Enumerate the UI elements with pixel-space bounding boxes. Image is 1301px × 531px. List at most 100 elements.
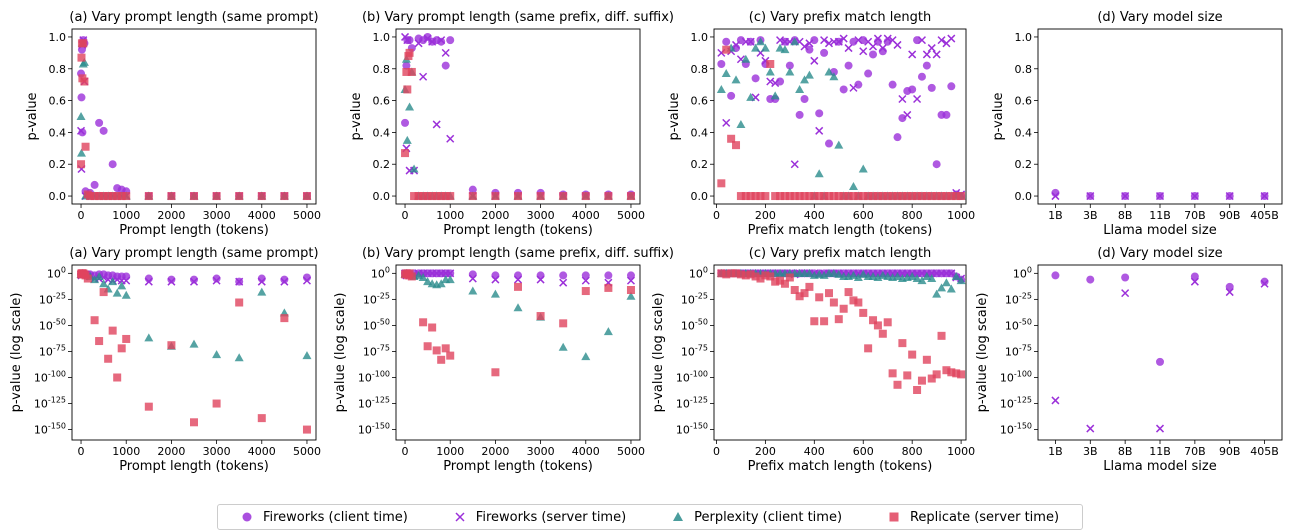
data-point bbox=[766, 77, 775, 86]
data-point bbox=[922, 271, 932, 280]
data-point bbox=[446, 36, 455, 45]
data-point bbox=[468, 274, 477, 283]
y-tick-label: 1.0 bbox=[691, 31, 709, 44]
data-point bbox=[927, 192, 936, 201]
data-point bbox=[99, 288, 108, 297]
data-point bbox=[770, 91, 780, 100]
x-tick-label: 1000 bbox=[947, 445, 975, 458]
x-tick-label: 0 bbox=[713, 445, 720, 458]
data-point bbox=[854, 192, 863, 201]
y-tick-label: 10-150 bbox=[358, 422, 390, 437]
x-tick-label: 405B bbox=[1250, 445, 1279, 458]
data-point bbox=[581, 287, 590, 296]
data-point bbox=[99, 192, 108, 201]
data-point bbox=[1190, 277, 1199, 286]
y-tick-label: 0.8 bbox=[373, 63, 391, 76]
legend-item-fireworks-server: Fireworks (server time) bbox=[454, 510, 626, 525]
data-point bbox=[829, 298, 838, 307]
data-point bbox=[800, 42, 809, 51]
x-tick-label: 2000 bbox=[157, 209, 185, 222]
data-point bbox=[90, 192, 99, 201]
data-point bbox=[868, 42, 878, 51]
data-point bbox=[927, 374, 936, 383]
data-point bbox=[771, 277, 780, 286]
data-point bbox=[937, 36, 946, 45]
data-point bbox=[86, 192, 95, 201]
data-point bbox=[810, 36, 819, 45]
data-point bbox=[108, 326, 117, 335]
data-point bbox=[1260, 279, 1269, 288]
y-axis-label: p-value (log scale) bbox=[9, 293, 24, 413]
data-point bbox=[95, 192, 104, 201]
data-point bbox=[893, 40, 902, 49]
data-point bbox=[122, 276, 131, 285]
data-point bbox=[937, 331, 946, 340]
data-point bbox=[190, 275, 198, 284]
subplot-title: (b) Vary prompt length (same prefix, dif… bbox=[362, 10, 674, 25]
data-point bbox=[1086, 192, 1095, 201]
x-tick-label: 4000 bbox=[572, 209, 600, 222]
data-point bbox=[536, 312, 545, 321]
data-point bbox=[805, 39, 814, 48]
data-point bbox=[536, 192, 545, 201]
data-point bbox=[559, 271, 568, 280]
x-tick-label: 2000 bbox=[481, 209, 509, 222]
data-point bbox=[1260, 277, 1269, 286]
data-point bbox=[446, 192, 455, 201]
y-tick-label: 10-100 bbox=[34, 370, 66, 385]
data-point bbox=[888, 80, 897, 89]
x-tick-label: 0 bbox=[78, 209, 85, 222]
data-point bbox=[751, 272, 760, 281]
data-point bbox=[536, 271, 545, 280]
data-point bbox=[167, 341, 176, 350]
data-point bbox=[741, 192, 750, 201]
y-tick-label: 100 bbox=[1013, 265, 1032, 280]
y-tick-label: 0.4 bbox=[49, 126, 67, 139]
data-point bbox=[235, 277, 244, 286]
data-point bbox=[1051, 271, 1060, 280]
data-point bbox=[190, 418, 198, 427]
y-axis-label: p-value bbox=[349, 92, 364, 140]
x-tick-label: 0 bbox=[713, 209, 720, 222]
data-point bbox=[280, 277, 289, 286]
data-point bbox=[873, 321, 882, 330]
data-point bbox=[780, 45, 790, 54]
data-point bbox=[805, 192, 814, 201]
data-point bbox=[942, 110, 951, 119]
data-point bbox=[144, 333, 154, 342]
x-tick-label: 8B bbox=[1118, 209, 1133, 222]
data-point bbox=[423, 34, 432, 43]
data-point bbox=[1086, 424, 1095, 433]
data-point bbox=[80, 77, 89, 86]
x-tick-label: 1000 bbox=[112, 445, 140, 458]
x-tick-label: 400 bbox=[804, 445, 825, 458]
y-axis-label: p-value (log scale) bbox=[651, 293, 666, 413]
data-point bbox=[849, 192, 858, 201]
data-point bbox=[771, 79, 780, 88]
data-point bbox=[780, 192, 789, 201]
data-point bbox=[946, 284, 956, 293]
series-x bbox=[77, 36, 311, 201]
y-axis-label: p-value (log scale) bbox=[975, 293, 990, 413]
data-point bbox=[1121, 192, 1130, 201]
data-point bbox=[99, 279, 109, 288]
y-tick-label: 0.6 bbox=[49, 95, 67, 108]
data-point bbox=[122, 192, 131, 201]
data-point bbox=[844, 192, 853, 201]
data-point bbox=[932, 370, 941, 379]
data-point bbox=[800, 95, 809, 103]
data-point bbox=[858, 164, 868, 173]
x-tick-label: 70B bbox=[1184, 445, 1206, 458]
y-tick-label: 0.8 bbox=[1015, 63, 1033, 76]
data-point bbox=[1155, 192, 1165, 201]
data-point bbox=[834, 269, 844, 278]
data-point bbox=[878, 44, 887, 53]
data-point bbox=[717, 179, 726, 188]
data-point bbox=[536, 275, 545, 284]
data-point bbox=[468, 270, 477, 279]
data-point bbox=[888, 369, 897, 378]
axes-frame bbox=[713, 264, 967, 441]
data-point bbox=[722, 270, 731, 279]
data-point bbox=[859, 47, 868, 56]
data-point bbox=[257, 192, 266, 201]
